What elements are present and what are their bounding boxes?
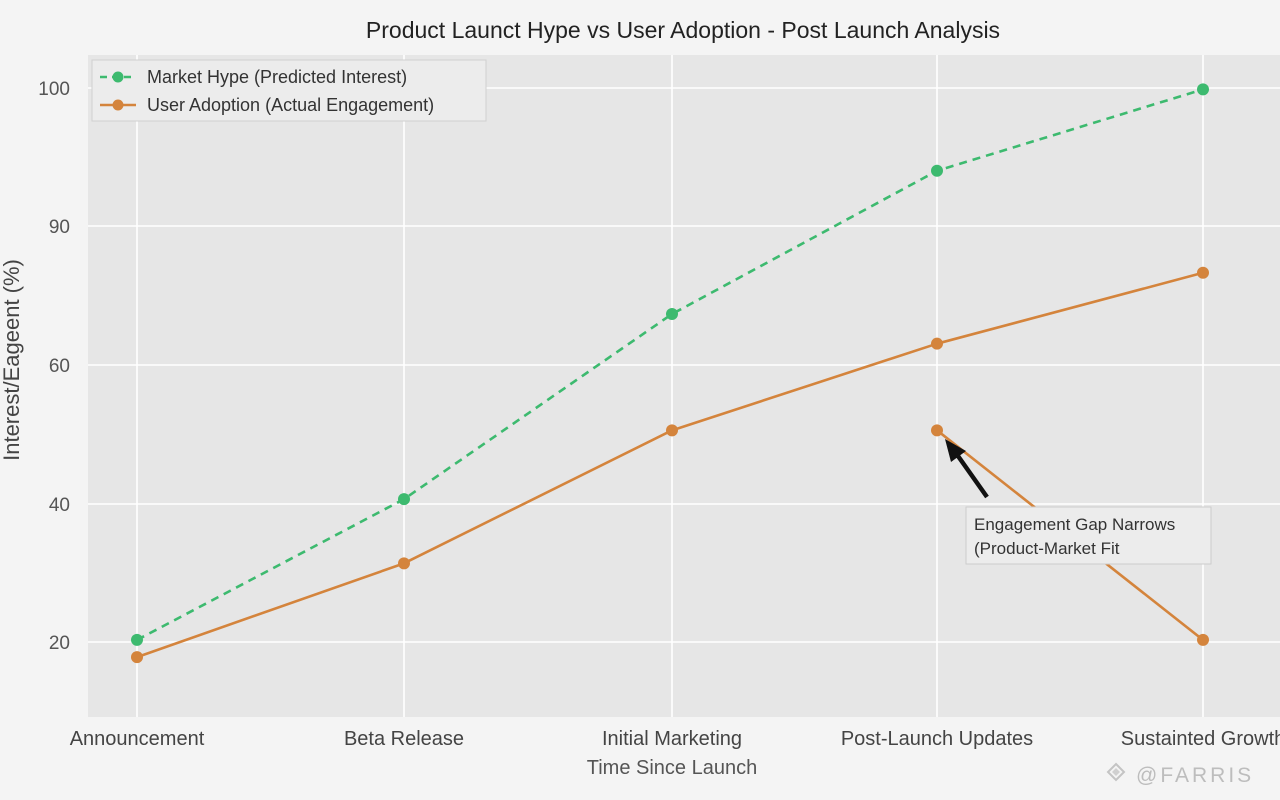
hype-series-point <box>666 308 678 321</box>
hype-series-point <box>931 164 943 177</box>
legend-hype-label: Market Hype (Predicted Interest) <box>147 67 407 87</box>
annotation-arrow-shaft <box>956 454 989 499</box>
y-tick-label: 90 <box>49 217 70 238</box>
adoption-series-point <box>398 557 410 570</box>
hype-series-point <box>398 493 410 506</box>
x-tick-label: Initial Marketing <box>602 728 742 750</box>
y-tick-label: 60 <box>49 356 70 377</box>
annotation-box <box>965 506 1212 565</box>
plot-area <box>88 55 1280 717</box>
annotation-line-1: Engagement Gap Narrows <box>974 515 1175 534</box>
adoption-series-point <box>1197 266 1209 279</box>
y-tick-label: 40 <box>49 495 70 516</box>
watermark-text: @FARRIS <box>1136 764 1254 787</box>
hype-series-point <box>131 633 143 646</box>
adoption-series-point <box>666 424 678 437</box>
x-axis-label: Time Since Launch <box>587 757 757 779</box>
y-ticks: 20 40 60 90 100 <box>38 79 70 654</box>
watermark-diamond-icon <box>1106 762 1126 782</box>
x-ticks: Announcement Beta Release Initial Marketin… <box>70 728 1280 750</box>
legend-adoption-label: User Adoption (Actual Engagement) <box>147 95 434 115</box>
hype-series-line <box>136 88 1204 642</box>
series-layer <box>131 83 1209 664</box>
legend-box <box>91 59 487 122</box>
y-axis-label: Interest/Eageent (%) <box>0 259 24 461</box>
x-tick-label: Announcement <box>70 728 205 750</box>
y-tick-label: 20 <box>49 633 70 654</box>
annotation-arrowhead <box>945 439 966 462</box>
x-tick-label: Post-Launch Updates <box>841 728 1033 750</box>
y-tick-label: 100 <box>38 79 70 100</box>
legend-hype-marker <box>112 71 124 83</box>
x-tick-label: Sustainted Growth <box>1121 728 1280 750</box>
watermark-diamond-icon-inner <box>1112 768 1120 776</box>
adoption-extra-point <box>1197 633 1209 646</box>
chart-title: Product Launct Hype vs User Adoption - P… <box>366 17 1000 43</box>
adoption-extra-point <box>931 424 943 437</box>
annotation: Engagement Gap Narrows (Product-Market F… <box>945 439 1212 565</box>
legend: Market Hype (Predicted Interest) User Ad… <box>91 59 487 122</box>
legend-adoption-marker <box>112 99 124 111</box>
annotation-line-2: (Product-Market Fit <box>974 539 1120 558</box>
adoption-series-point <box>131 651 143 664</box>
adoption-series-point <box>931 337 943 350</box>
watermark: @FARRIS <box>1106 762 1254 787</box>
x-tick-label: Beta Release <box>344 728 464 750</box>
hype-series-point <box>1197 83 1209 96</box>
